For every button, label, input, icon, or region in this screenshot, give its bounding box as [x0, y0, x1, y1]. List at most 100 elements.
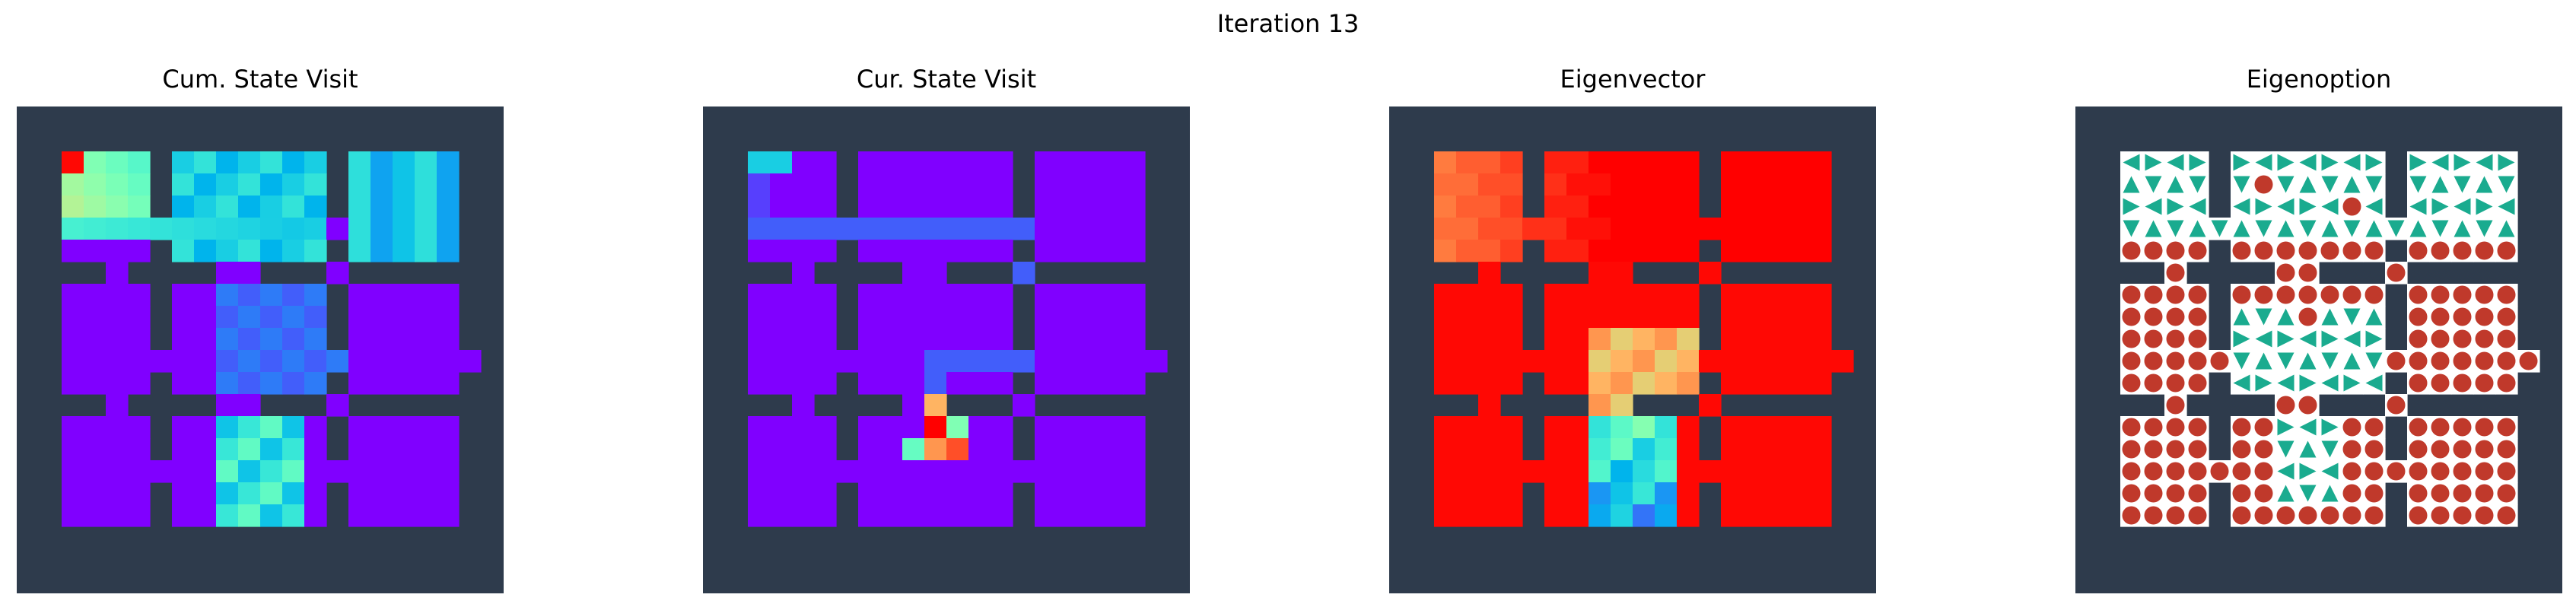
cur-visit-cell: [1013, 460, 1035, 483]
eigenvector-cell: [1743, 151, 1766, 174]
cur-visit-cell: [946, 350, 969, 373]
eigenvector-cell: [1655, 504, 1678, 527]
eigenvector-cell: [1589, 416, 1611, 439]
eigenvector-cell: [1611, 504, 1633, 527]
cur-visit-cell: [946, 328, 969, 351]
cur-visit-cell: [880, 173, 903, 196]
cur-visit-cell: [814, 240, 837, 262]
cum-visit-cell: [437, 173, 460, 196]
cur-visit-cell: [1057, 504, 1080, 527]
cum-visit-cell: [150, 350, 173, 373]
eigenvector-cell: [1633, 350, 1655, 373]
cum-visit-cell: [437, 372, 460, 395]
cum-visit-cell: [348, 372, 371, 395]
option-arrow: [2233, 176, 2250, 193]
cum-visit-cell: [106, 240, 129, 262]
cur-visit-cell: [770, 151, 793, 174]
cur-visit-cell: [924, 482, 947, 505]
cum-visit-cell: [370, 284, 393, 307]
option-terminate-marker: [2431, 307, 2450, 326]
option-arrow: [2167, 154, 2184, 171]
cur-visit-cell: [792, 504, 815, 527]
option-terminate-marker: [2431, 418, 2450, 437]
cum-visit-cell: [282, 350, 305, 373]
cur-visit-cell: [814, 151, 837, 174]
eigenvector-cell: [1500, 460, 1523, 483]
cum-visit-cell: [437, 460, 460, 483]
cur-visit-cell: [1079, 328, 1102, 351]
option-terminate-marker: [2122, 440, 2141, 459]
option-terminate-marker: [2453, 374, 2472, 393]
cur-visit-cell: [858, 284, 881, 307]
eigenvector-cell: [1589, 173, 1611, 196]
eigenvector-cell: [1787, 482, 1810, 505]
eigenvector-cell: [1765, 504, 1788, 527]
eigenvector-cell: [1544, 460, 1567, 483]
eigenvector-cell: [1633, 482, 1655, 505]
option-terminate-marker: [2453, 440, 2472, 459]
cur-visit-cell: [1123, 372, 1146, 395]
option-terminate-marker: [2166, 351, 2185, 370]
eigenvector-cell: [1544, 482, 1567, 505]
eigenvector-cell: [1456, 151, 1479, 174]
eigenvector-cell: [1633, 438, 1655, 461]
cum-visit-cell: [172, 218, 195, 240]
cur-visit-cell: [1123, 350, 1146, 373]
option-arrow: [2189, 154, 2206, 171]
cum-visit-cell: [106, 218, 129, 240]
cum-visit-cell: [128, 504, 151, 527]
option-terminate-marker: [2298, 285, 2317, 304]
cur-visit-cell: [858, 416, 881, 439]
eigenvector-cell: [1765, 284, 1788, 307]
option-arrow: [2321, 176, 2339, 193]
cur-visit-cell: [770, 328, 793, 351]
eigenvector-cell: [1589, 328, 1611, 351]
cum-visit-cell: [84, 372, 107, 395]
option-terminate-marker: [2188, 462, 2207, 481]
option-arrow: [2409, 198, 2427, 215]
cur-visit-cell: [858, 151, 881, 174]
cum-visit-cell: [348, 328, 371, 351]
cum-visit-cell: [194, 218, 217, 240]
cum-visit-cell: [106, 173, 129, 196]
cum-visit-cell: [128, 151, 151, 174]
eigenvector-cell: [1434, 328, 1457, 351]
option-arrow: [2343, 220, 2361, 237]
eigenvector-cell: [1765, 218, 1788, 240]
eigenvector-cell: [1566, 416, 1589, 439]
cur-visit-cell: [814, 306, 837, 329]
eigenvector-cell: [1743, 372, 1766, 395]
cum-visit-cell: [282, 416, 305, 439]
eigenvector-cell: [1655, 218, 1678, 240]
option-arrow: [2277, 154, 2295, 171]
cur-visit-cell: [924, 328, 947, 351]
option-terminate-marker: [2122, 329, 2141, 348]
cur-visit-cell: [1057, 218, 1080, 240]
cum-visit-cell: [84, 240, 107, 262]
cum-visit-cell: [128, 284, 151, 307]
option-terminate-marker: [2276, 396, 2295, 415]
eigenvector-cell: [1655, 173, 1678, 196]
option-arrow: [2123, 198, 2140, 215]
eigenvector-cell: [1721, 416, 1744, 439]
option-arrow: [2343, 330, 2361, 348]
option-arrow: [2299, 176, 2317, 193]
cum-visit-cell: [260, 328, 283, 351]
cur-visit-cell: [991, 218, 1013, 240]
cum-visit-cell: [370, 438, 393, 461]
option-terminate-marker: [2409, 241, 2428, 260]
cum-visit-cell: [348, 218, 371, 240]
option-terminate-marker: [2431, 329, 2450, 348]
eigenvector-cell: [1809, 218, 1832, 240]
cum-visit-cell: [415, 173, 437, 196]
cur-visit-cell: [1101, 196, 1124, 218]
cum-visit-cell: [62, 504, 84, 527]
option-terminate-marker: [2298, 263, 2317, 282]
eigenvector-cell: [1611, 438, 1633, 461]
cur-visit-cell: [946, 438, 969, 461]
option-arrow: [2454, 220, 2471, 237]
cum-visit-cell: [84, 306, 107, 329]
option-terminate-marker: [2453, 484, 2472, 503]
option-arrow: [2365, 374, 2383, 392]
eigenvector-cell: [1478, 151, 1501, 174]
